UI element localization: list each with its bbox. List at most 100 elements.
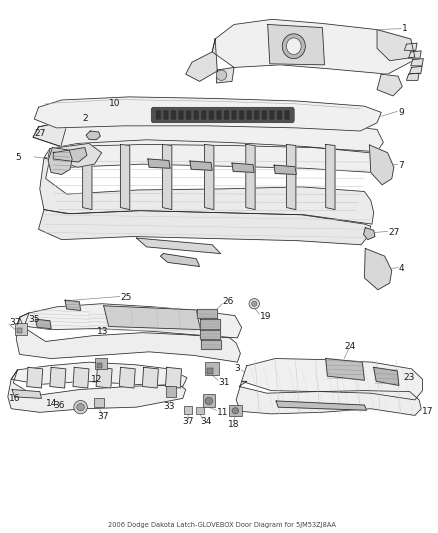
Polygon shape bbox=[96, 367, 112, 388]
Bar bbox=[166, 386, 177, 397]
Text: 33: 33 bbox=[163, 402, 175, 410]
Text: 11: 11 bbox=[217, 408, 229, 417]
Text: 19: 19 bbox=[260, 312, 272, 321]
FancyBboxPatch shape bbox=[269, 110, 275, 119]
Polygon shape bbox=[216, 67, 234, 83]
Polygon shape bbox=[48, 143, 102, 167]
Polygon shape bbox=[201, 340, 222, 349]
Polygon shape bbox=[374, 367, 399, 385]
Polygon shape bbox=[370, 145, 394, 185]
Text: 36: 36 bbox=[53, 401, 65, 409]
Polygon shape bbox=[119, 367, 135, 388]
Polygon shape bbox=[232, 163, 254, 172]
Polygon shape bbox=[16, 313, 240, 362]
Bar bbox=[95, 358, 107, 369]
Polygon shape bbox=[40, 158, 374, 224]
Text: 2006 Dodge Dakota Latch-GLOVEBOX Door Diagram for 5JM53ZJ8AA: 2006 Dodge Dakota Latch-GLOVEBOX Door Di… bbox=[107, 522, 336, 528]
Text: 17: 17 bbox=[422, 407, 433, 416]
Polygon shape bbox=[120, 144, 130, 209]
FancyBboxPatch shape bbox=[194, 110, 199, 119]
Text: 1: 1 bbox=[402, 24, 408, 33]
Polygon shape bbox=[148, 159, 170, 168]
Text: 25: 25 bbox=[120, 293, 132, 302]
FancyBboxPatch shape bbox=[156, 110, 161, 119]
Polygon shape bbox=[44, 140, 376, 172]
Ellipse shape bbox=[77, 403, 85, 411]
Text: 34: 34 bbox=[201, 417, 212, 426]
Polygon shape bbox=[65, 300, 81, 310]
Polygon shape bbox=[142, 367, 159, 388]
Polygon shape bbox=[377, 30, 415, 61]
Polygon shape bbox=[377, 74, 402, 96]
Polygon shape bbox=[83, 144, 92, 209]
Text: 31: 31 bbox=[218, 378, 230, 387]
Polygon shape bbox=[12, 390, 42, 398]
Polygon shape bbox=[186, 39, 217, 82]
Polygon shape bbox=[212, 19, 415, 74]
Ellipse shape bbox=[249, 298, 259, 309]
Polygon shape bbox=[39, 209, 371, 245]
Polygon shape bbox=[276, 401, 367, 410]
Polygon shape bbox=[11, 362, 187, 386]
Text: 37: 37 bbox=[183, 417, 194, 426]
Polygon shape bbox=[33, 120, 68, 147]
Text: 27: 27 bbox=[389, 228, 400, 237]
FancyBboxPatch shape bbox=[262, 110, 267, 119]
Text: 14: 14 bbox=[46, 399, 57, 408]
Text: 10: 10 bbox=[109, 99, 120, 108]
Text: 7: 7 bbox=[398, 160, 404, 169]
Polygon shape bbox=[200, 329, 220, 339]
Text: 23: 23 bbox=[403, 373, 415, 382]
Polygon shape bbox=[274, 165, 296, 174]
Polygon shape bbox=[326, 144, 335, 209]
Polygon shape bbox=[406, 73, 419, 80]
Polygon shape bbox=[200, 319, 220, 328]
Polygon shape bbox=[246, 144, 255, 209]
Bar bbox=[196, 407, 204, 414]
Polygon shape bbox=[53, 148, 87, 162]
Polygon shape bbox=[34, 97, 381, 131]
FancyBboxPatch shape bbox=[186, 110, 191, 119]
Polygon shape bbox=[50, 367, 66, 388]
FancyBboxPatch shape bbox=[171, 110, 176, 119]
FancyBboxPatch shape bbox=[216, 110, 222, 119]
Text: 24: 24 bbox=[344, 342, 356, 351]
Polygon shape bbox=[286, 144, 296, 209]
Text: 12: 12 bbox=[91, 375, 102, 384]
Text: 4: 4 bbox=[399, 264, 405, 273]
FancyBboxPatch shape bbox=[151, 107, 294, 123]
Text: 37: 37 bbox=[97, 412, 109, 421]
Polygon shape bbox=[326, 359, 364, 380]
Text: 35: 35 bbox=[28, 315, 39, 324]
Bar bbox=[17, 328, 22, 333]
Ellipse shape bbox=[282, 34, 305, 59]
Text: 13: 13 bbox=[97, 327, 109, 336]
Polygon shape bbox=[160, 254, 200, 266]
FancyBboxPatch shape bbox=[285, 110, 290, 119]
Bar bbox=[207, 368, 212, 374]
Text: 9: 9 bbox=[398, 108, 404, 117]
FancyBboxPatch shape bbox=[209, 110, 214, 119]
Bar bbox=[205, 362, 219, 375]
FancyBboxPatch shape bbox=[239, 110, 244, 119]
Text: 18: 18 bbox=[228, 420, 239, 429]
Polygon shape bbox=[48, 148, 72, 174]
Ellipse shape bbox=[216, 70, 227, 80]
Ellipse shape bbox=[252, 301, 257, 306]
Polygon shape bbox=[137, 238, 221, 254]
Polygon shape bbox=[409, 51, 421, 58]
Polygon shape bbox=[364, 228, 375, 240]
Bar bbox=[96, 362, 102, 368]
Polygon shape bbox=[162, 144, 172, 209]
FancyBboxPatch shape bbox=[179, 110, 184, 119]
Ellipse shape bbox=[286, 38, 301, 54]
Polygon shape bbox=[73, 367, 89, 388]
Text: 5: 5 bbox=[15, 154, 21, 163]
Ellipse shape bbox=[232, 408, 239, 414]
Polygon shape bbox=[86, 131, 100, 140]
FancyBboxPatch shape bbox=[254, 110, 259, 119]
Polygon shape bbox=[205, 144, 214, 209]
Polygon shape bbox=[197, 309, 217, 318]
Polygon shape bbox=[8, 370, 186, 413]
Text: 3: 3 bbox=[234, 365, 240, 374]
